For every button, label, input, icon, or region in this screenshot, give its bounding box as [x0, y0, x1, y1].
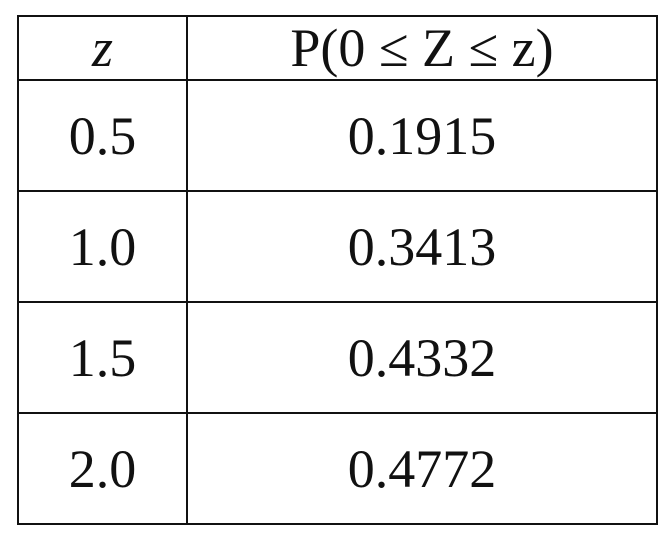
table-cell: 0.3413	[186, 190, 658, 303]
table-cell: 0.4772	[186, 412, 658, 525]
header-cell: P(0 ≤ Z ≤ z)	[186, 15, 658, 81]
table-cell: 1.5	[17, 301, 188, 414]
table-row: 1.5 0.4332	[17, 301, 658, 414]
table-row: 0.5 0.1915	[17, 79, 658, 192]
table-row: 2.0 0.4772	[17, 412, 658, 525]
table-cell: 1.0	[17, 190, 188, 303]
header-row: z P(0 ≤ Z ≤ z)	[17, 15, 658, 81]
table-cell: 0.4332	[186, 301, 658, 414]
probability-table: z P(0 ≤ Z ≤ z) 0.5 0.1915 1.0 0.3413 1.5 0.433…	[17, 15, 658, 525]
table-body: 0.5 0.1915 1.0 0.3413 1.5 0.4332 2.0 0.4772	[17, 79, 658, 525]
table-cell: 0.5	[17, 79, 188, 192]
table-cell: 0.1915	[186, 79, 658, 192]
table-row: 1.0 0.3413	[17, 190, 658, 303]
header-cell: z	[17, 15, 188, 81]
table-cell: 2.0	[17, 412, 188, 525]
